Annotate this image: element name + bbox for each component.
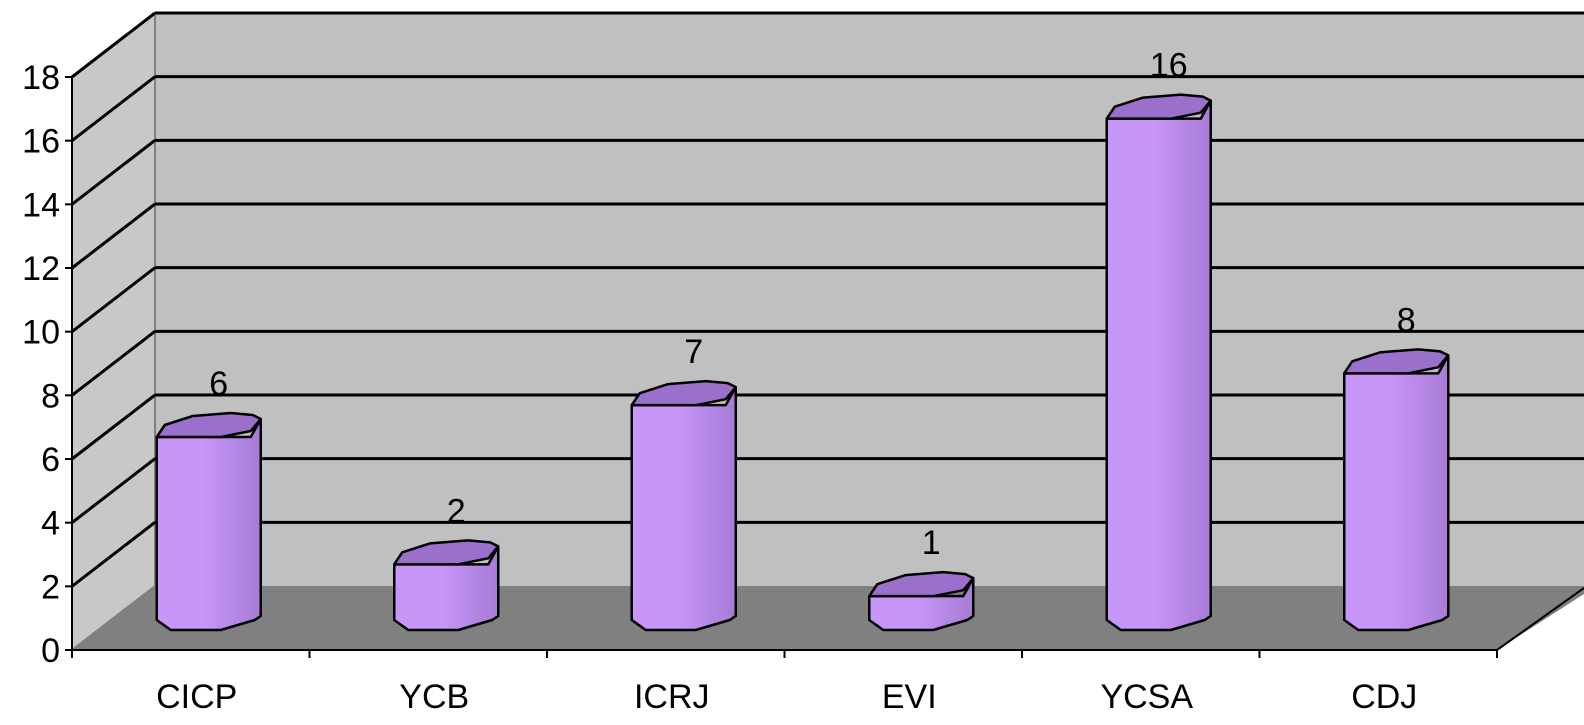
- x-tick-label: YCB: [399, 678, 469, 716]
- bar-top: [630, 379, 737, 407]
- x-tick-label: CICP: [156, 678, 237, 716]
- bar-body: [155, 417, 262, 632]
- bar-top: [1343, 348, 1450, 375]
- data-label: 16: [1150, 47, 1188, 85]
- gridline-depth: [71, 11, 156, 79]
- x-tick-label: CDJ: [1351, 678, 1417, 716]
- data-label: 1: [922, 524, 941, 562]
- x-tick-label: EVI: [882, 678, 937, 716]
- y-tick-label: 12: [22, 250, 60, 288]
- bar-top: [868, 570, 975, 598]
- bar: [393, 539, 500, 632]
- bar-body: [868, 576, 975, 632]
- y-tick-label: 2: [41, 568, 60, 606]
- gridline-depth: [71, 75, 156, 142]
- x-tick-label: ICRJ: [634, 678, 710, 716]
- back-wall: [155, 13, 1584, 586]
- bar: [1105, 93, 1212, 632]
- gridline-depth: [71, 202, 156, 270]
- x-tick-label: YCSA: [1100, 678, 1193, 716]
- gridline-depth: [71, 393, 156, 461]
- gridline-depth: [71, 139, 156, 206]
- bar-top: [393, 539, 500, 566]
- floor-right-edge: [1496, 587, 1584, 651]
- y-tick-label: 4: [41, 505, 60, 543]
- y-tick-label: 10: [22, 314, 60, 352]
- data-label: 7: [684, 333, 703, 371]
- gridline-depth: [71, 521, 156, 588]
- data-label: 6: [209, 365, 228, 403]
- bar: [1343, 348, 1450, 632]
- bar-top: [155, 411, 262, 439]
- y-tick-label: 0: [41, 632, 60, 670]
- y-tick-label: 18: [22, 59, 60, 97]
- bar-top: [1105, 93, 1212, 120]
- bar-body: [1343, 354, 1450, 632]
- y-tick-label: 14: [22, 186, 60, 224]
- bar: [868, 570, 975, 632]
- bar-body: [393, 545, 500, 632]
- data-label: 8: [1397, 301, 1416, 339]
- gridline-depth: [71, 330, 156, 397]
- bar: [155, 411, 262, 632]
- y-tick-label: 6: [41, 441, 60, 479]
- bar: [630, 379, 737, 632]
- data-label: 2: [447, 492, 466, 530]
- bar-body: [630, 385, 737, 632]
- gridline-depth: [71, 457, 156, 524]
- y-tick-label: 16: [22, 123, 60, 161]
- bar-body: [1105, 99, 1212, 632]
- gridline-depth: [71, 266, 156, 333]
- y-tick-label: 8: [41, 377, 60, 415]
